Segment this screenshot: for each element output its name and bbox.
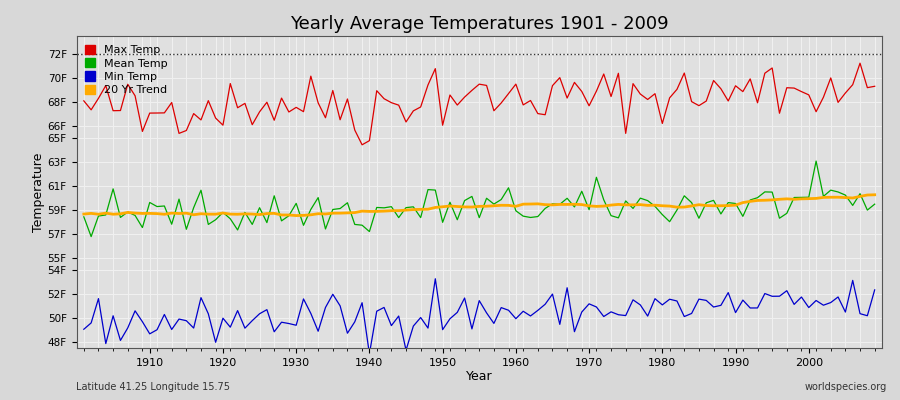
X-axis label: Year: Year [466, 370, 492, 384]
Title: Yearly Average Temperatures 1901 - 2009: Yearly Average Temperatures 1901 - 2009 [290, 15, 669, 33]
Text: Latitude 41.25 Longitude 15.75: Latitude 41.25 Longitude 15.75 [76, 382, 230, 392]
Legend: Max Temp, Mean Temp, Min Temp, 20 Yr Trend: Max Temp, Mean Temp, Min Temp, 20 Yr Tre… [82, 42, 171, 98]
Y-axis label: Temperature: Temperature [32, 152, 45, 232]
Text: worldspecies.org: worldspecies.org [805, 382, 886, 392]
